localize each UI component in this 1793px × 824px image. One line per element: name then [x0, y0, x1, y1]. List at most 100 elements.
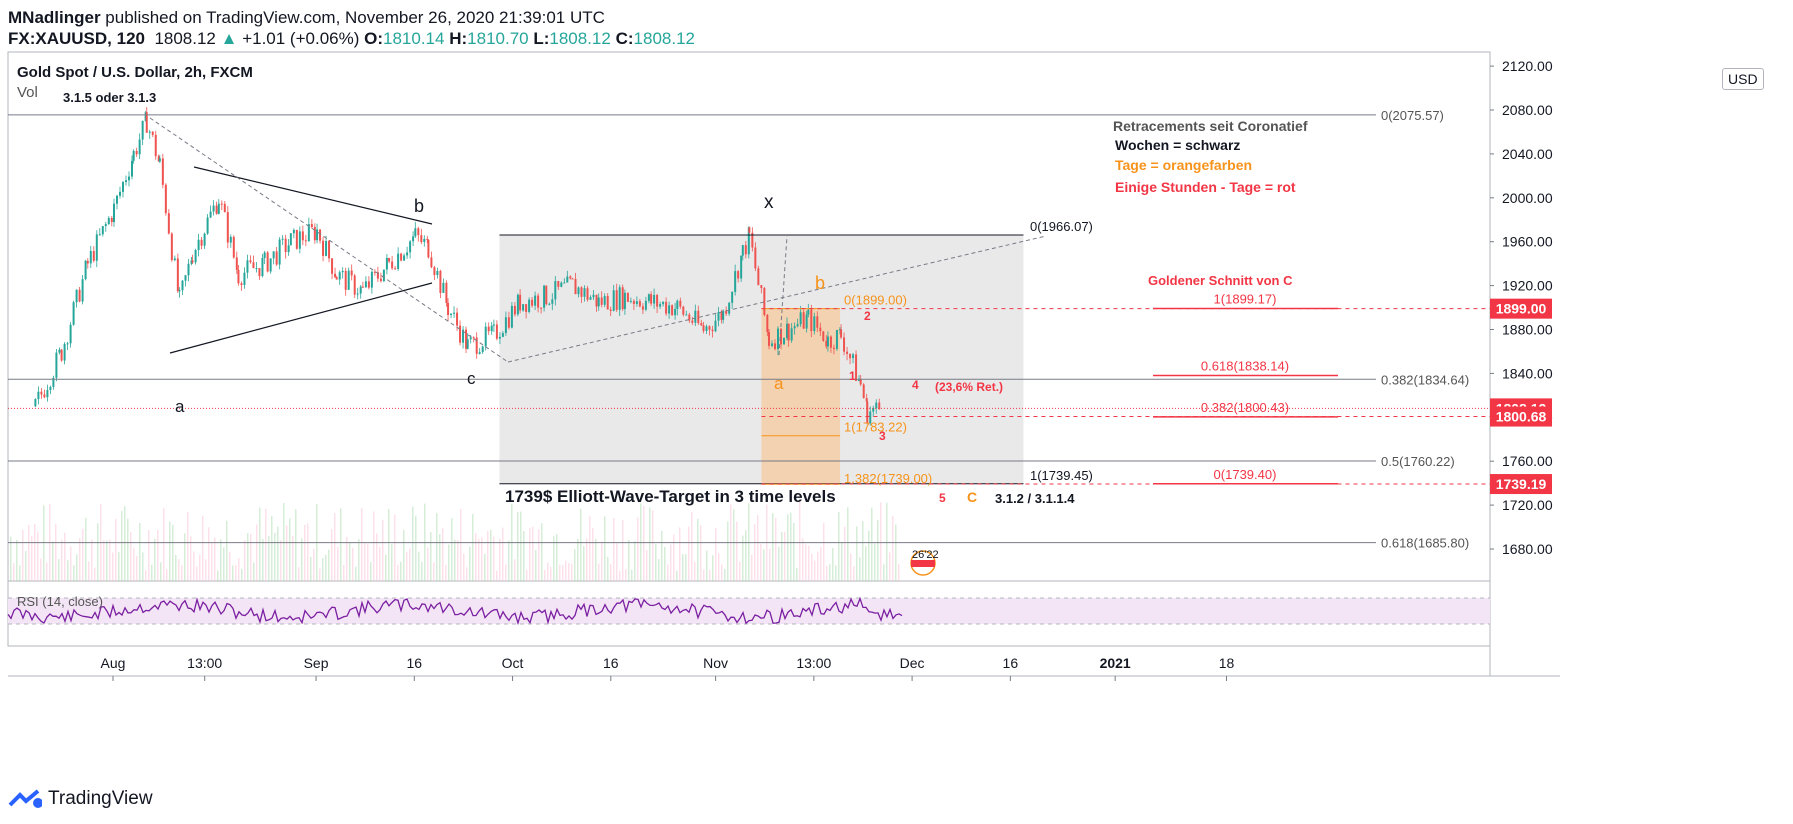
- volume-bar: [268, 536, 270, 581]
- volume-bar: [466, 567, 468, 581]
- candle-body: [391, 261, 394, 269]
- candle-body: [840, 329, 843, 338]
- volume-bar: [343, 565, 345, 581]
- symbol: FX:XAUUSD, 120: [8, 29, 145, 48]
- tradingview-logo-icon: [8, 789, 42, 808]
- candle-body: [545, 285, 548, 305]
- candle-body: [439, 270, 442, 293]
- candle-body: [249, 260, 252, 263]
- volume-bar: [355, 566, 357, 581]
- candle-body: [577, 287, 580, 295]
- candle-body: [807, 309, 810, 315]
- candle-body: [855, 354, 858, 381]
- candle-body: [679, 300, 682, 307]
- volume-bar: [451, 518, 453, 581]
- candle-body: [240, 283, 243, 285]
- low-label: L:: [533, 29, 550, 48]
- candle-body: [537, 295, 540, 308]
- volume-bar: [721, 564, 723, 581]
- candle-body: [495, 324, 498, 339]
- candle-body: [78, 289, 81, 302]
- candle-body: [586, 288, 589, 300]
- change: +1.01 (+0.06%): [242, 29, 360, 48]
- volume-bar: [487, 531, 489, 581]
- candle-body: [722, 310, 725, 320]
- volume-bar: [412, 506, 414, 581]
- candle-body: [135, 150, 138, 155]
- candle-body: [353, 275, 356, 295]
- volume-bar: [871, 507, 873, 581]
- candle-body: [37, 391, 40, 400]
- candle-body: [269, 258, 272, 272]
- day-fib-label: 1(1739.45): [1030, 468, 1093, 483]
- volume-bar: [886, 502, 888, 581]
- candle-body: [430, 257, 433, 268]
- volume-bar: [373, 511, 375, 581]
- candle-body: [551, 299, 554, 304]
- currency-button[interactable]: USD: [1722, 68, 1764, 90]
- candle-body: [635, 301, 638, 304]
- volume-bar: [595, 538, 597, 581]
- candle-body: [63, 343, 66, 361]
- x-tick-label: 16: [603, 655, 619, 671]
- rsi-line: [7, 596, 903, 626]
- volume-bar: [838, 512, 840, 581]
- candle-body: [190, 260, 193, 264]
- candle-body: [566, 276, 569, 283]
- volume-bar: [85, 517, 87, 581]
- volume-bar: [226, 520, 228, 581]
- volume-bar: [220, 539, 222, 581]
- volume-bar: [709, 570, 711, 581]
- candle-body: [197, 239, 200, 251]
- candle-body: [52, 377, 55, 387]
- volume-bar: [10, 536, 12, 581]
- volume-bar: [814, 560, 816, 581]
- candle-body: [69, 324, 72, 344]
- open-label: O:: [364, 29, 384, 48]
- candle-body: [644, 300, 647, 310]
- volume-bar: [118, 552, 120, 581]
- candle-body: [747, 227, 750, 255]
- vol-label: Vol: [17, 84, 38, 101]
- candle-body: [376, 272, 379, 279]
- volume-bar: [340, 508, 342, 581]
- candle-body: [215, 205, 218, 214]
- volume-bar: [571, 563, 573, 581]
- candle-body: [128, 176, 130, 181]
- volume-bar: [346, 537, 348, 581]
- volume-bar: [802, 538, 804, 581]
- x-tick-label: Sep: [304, 655, 329, 671]
- volume-bar: [667, 564, 669, 581]
- volume-bar: [712, 555, 714, 581]
- volume-bar: [739, 561, 741, 581]
- candle-body: [113, 203, 115, 223]
- candle-body: [266, 252, 269, 272]
- candle-body: [119, 191, 121, 196]
- candle-body: [469, 337, 472, 340]
- candle-body: [75, 289, 78, 303]
- red-wave-2: 2: [864, 309, 871, 323]
- candle-body: [819, 327, 822, 332]
- candle-body: [412, 236, 415, 242]
- candle-body: [852, 354, 855, 359]
- volume-bar: [526, 569, 528, 581]
- candle-body: [284, 238, 287, 253]
- candle-body: [287, 245, 290, 253]
- author[interactable]: MNadlinger: [8, 8, 101, 27]
- candle-body: [178, 290, 181, 292]
- candle-body: [574, 278, 577, 295]
- rsi-band: [8, 598, 1490, 624]
- volume-bar: [391, 544, 393, 581]
- candle-body: [420, 235, 423, 243]
- candle-body: [107, 217, 110, 225]
- volume-bar: [568, 563, 570, 581]
- candle-body: [462, 329, 465, 343]
- candle-body: [777, 328, 779, 350]
- candle-body: [751, 232, 754, 248]
- tradingview-logo[interactable]: TradingView: [8, 788, 153, 810]
- candle-body: [60, 349, 63, 361]
- volume-bar: [832, 548, 834, 581]
- open-value: 1810.14: [383, 29, 445, 48]
- candle-body: [516, 294, 519, 315]
